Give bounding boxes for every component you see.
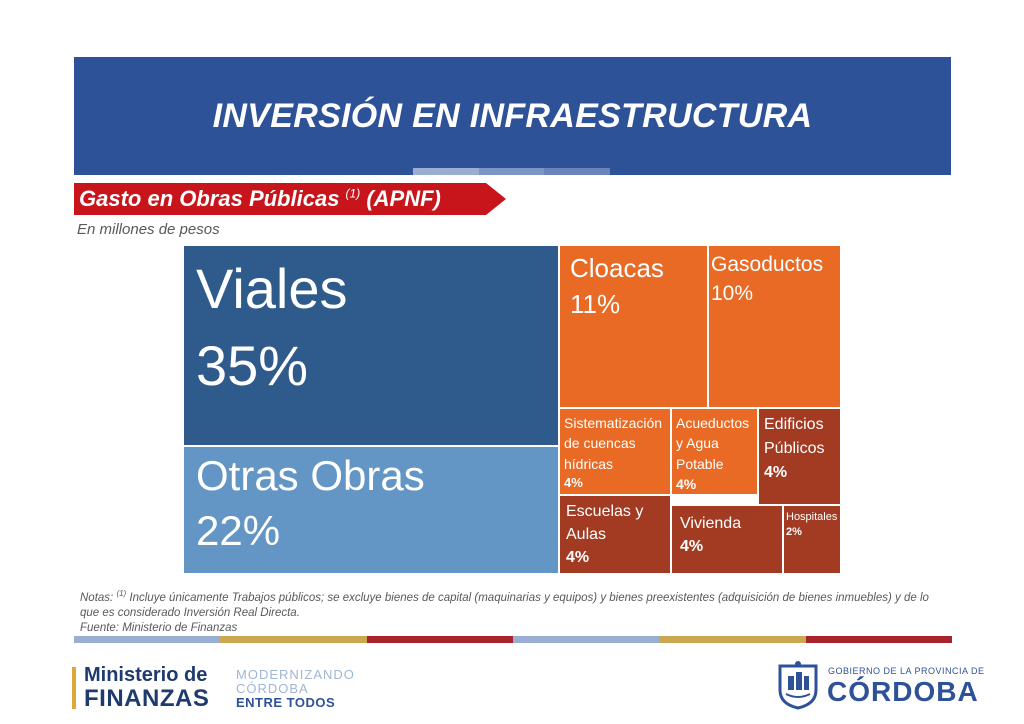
section-title-text: Gasto en Obras Públicas: [79, 186, 346, 211]
stripe-segment: [805, 636, 952, 643]
header-tab-2: [478, 168, 545, 175]
treemap-tile-label: Cloacas: [570, 253, 664, 283]
ministry-logo-bar: [72, 667, 76, 709]
treemap-tile-label: Otras Obras: [196, 452, 425, 499]
slogan-line3: ENTRE TODOS: [236, 695, 336, 710]
slogan-line1: MODERNIZANDO: [236, 667, 355, 682]
section-title: Gasto en Obras Públicas (1) (APNF): [79, 186, 441, 212]
treemap-tile-value: 4%: [566, 549, 590, 567]
header-banner: INVERSIÓN EN INFRAESTRUCTURA: [74, 57, 951, 175]
treemap-tile-label: Escuelas y Aulas: [566, 503, 644, 544]
treemap-tile: Gasoductos 10%: [708, 245, 841, 408]
section-label: Gasto en Obras Públicas (1) (APNF): [74, 183, 506, 215]
treemap-tile: Sistematización de cuencas hídricas 4%: [559, 408, 671, 495]
treemap-tile-value: 11%: [570, 289, 621, 320]
color-stripe: [74, 636, 952, 643]
treemap-tile: Acueductos y Agua Potable 4%: [671, 408, 758, 495]
province-name: CÓRDOBA: [827, 676, 979, 707]
treemap-tile: Otras Obras 22%: [183, 446, 559, 574]
treemap-tile-label: Viales: [196, 257, 348, 320]
treemap-tile: Cloacas 11%: [559, 245, 708, 408]
stripe-segment: [74, 636, 221, 643]
stripe-segment: [220, 636, 367, 643]
treemap-tile-value: 10%: [711, 282, 754, 306]
government-label: GOBIERNO DE LA PROVINCIA DE: [828, 666, 985, 676]
ministry-name-line2: FINANZAS: [84, 685, 210, 712]
treemap-tile-value: 4%: [680, 538, 704, 556]
notes-prefix: Notas:: [80, 591, 117, 604]
treemap-tile-label: Hospitales: [786, 511, 838, 523]
treemap-tile-value: 2%: [786, 526, 802, 539]
section-title-superscript: (1): [345, 186, 361, 201]
stripe-segment: [366, 636, 513, 643]
page-title: INVERSIÓN EN INFRAESTRUCTURA: [212, 97, 813, 135]
treemap-tile-value: 4%: [676, 475, 697, 492]
treemap-tile-value: 4%: [764, 464, 788, 481]
stripe-segment: [659, 636, 806, 643]
treemap-tile-value: 22%: [196, 506, 281, 554]
header-tab-1: [413, 168, 479, 175]
treemap-chart: Viales 35% Otras Obras 22% Cloacas 11% Gasoduc…: [183, 245, 841, 574]
footnotes: Notas: (1) Incluye únicamente Trabajos p…: [80, 586, 940, 636]
arrow-banner-shape: [74, 183, 506, 215]
ministry-name-line1: Ministerio de: [84, 664, 208, 686]
treemap-tile-label: Vivienda: [680, 515, 742, 532]
treemap-tile-label: Gasoductos: [711, 253, 824, 276]
treemap-tile-label: Edificios Públicos: [764, 416, 825, 457]
treemap-tile-value: 35%: [196, 334, 309, 398]
treemap-tile: Viales 35%: [183, 245, 559, 446]
treemap-tile-value: 4%: [564, 474, 583, 490]
treemap-tile: Escuelas y Aulas 4%: [559, 495, 671, 574]
treemap-tile: Vivienda 4%: [671, 505, 783, 574]
source-note: Fuente: Ministerio de Finanzas: [80, 621, 238, 634]
treemap-tile: Hospitales 2%: [783, 505, 841, 574]
section-title-suffix: (APNF): [360, 186, 441, 211]
treemap-tile-label: Sistematización de cuencas hídricas: [564, 415, 663, 472]
notes-superscript: (1): [116, 589, 127, 598]
header-tabs: [413, 168, 611, 175]
treemap-tile: Edificios Públicos 4%: [758, 408, 841, 505]
notes-text: Incluye únicamente Trabajos públicos; se…: [80, 591, 929, 619]
slogan-line2: CÓRDOBA: [236, 681, 309, 696]
cordoba-seal-icon: [778, 661, 818, 710]
treemap-tile-label: Acueductos y Agua Potable: [676, 415, 750, 472]
units-label: En millones de pesos: [77, 221, 220, 238]
stripe-segment: [512, 636, 660, 643]
header-tab-3: [544, 168, 611, 175]
